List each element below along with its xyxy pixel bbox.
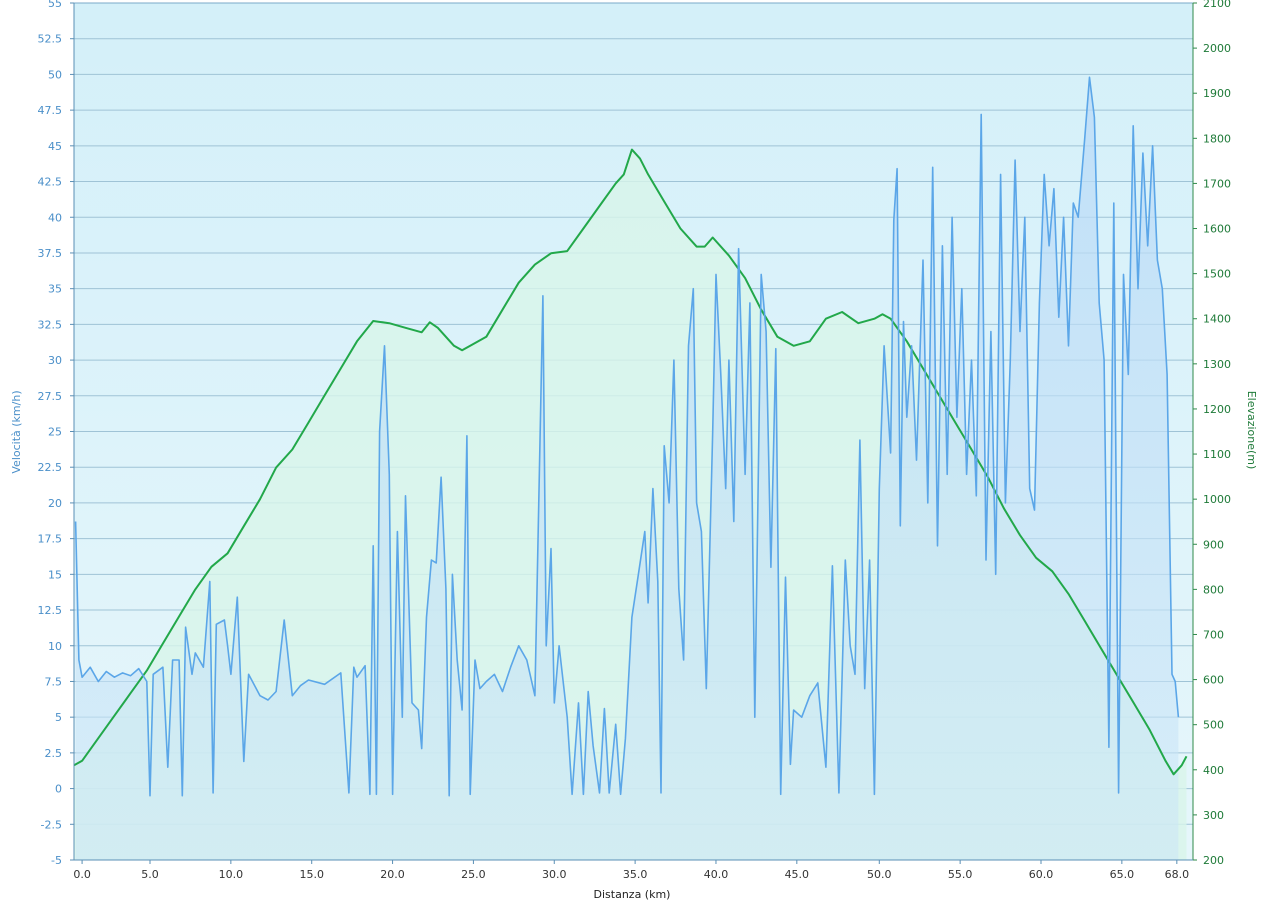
left-tick-label: 2.5	[45, 747, 63, 760]
left-tick-label: -5	[51, 854, 62, 867]
left-tick-label: 0	[55, 783, 62, 796]
series-fill-speed	[75, 77, 1179, 861]
right-axis-ticks: 200 300 400 500 600 700 800 900 1000 1100 1200 1300…	[1193, 0, 1231, 867]
x-tick-label: 45.0	[785, 868, 810, 881]
y-axis-right-title: Elevazione(m)	[1245, 391, 1258, 470]
right-tick-label: 1800	[1203, 132, 1231, 145]
right-tick-label: 2100	[1203, 0, 1231, 10]
right-tick-label: 1000	[1203, 493, 1231, 506]
x-tick-label: 0.0	[73, 868, 91, 881]
left-tick-label: -2.5	[41, 818, 62, 831]
left-tick-label: 42.5	[38, 176, 63, 189]
right-tick-label: 1700	[1203, 177, 1231, 190]
right-tick-label: 1400	[1203, 313, 1231, 326]
series-lines	[73, 76, 1188, 797]
right-tick-label: 1900	[1203, 87, 1231, 100]
left-tick-label: 55	[48, 0, 62, 10]
left-tick-label: 15	[48, 568, 62, 581]
right-tick-label: 1600	[1203, 223, 1231, 236]
right-tick-label: 1200	[1203, 403, 1231, 416]
x-tick-label: 50.0	[867, 868, 892, 881]
x-tick-label: 25.0	[461, 868, 486, 881]
left-tick-label: 47.5	[38, 104, 63, 117]
left-tick-label: 17.5	[38, 533, 63, 546]
right-tick-label: 1100	[1203, 448, 1231, 461]
x-tick-label: 65.0	[1110, 868, 1135, 881]
right-tick-label: 200	[1203, 854, 1224, 867]
x-tick-label: 35.0	[623, 868, 648, 881]
right-tick-label: 900	[1203, 538, 1224, 551]
x-tick-label: 5.0	[141, 868, 159, 881]
x-tick-label: 30.0	[542, 868, 567, 881]
left-axis-ticks: -5 -2.5 0 2.5 5 7.5 10 12.5 15 17.5 20 22.5 25 27.5 30…	[38, 0, 74, 867]
x-axis-ticks: 0.0 5.0 10.0 15.0 20.0 25.0 30.0 35.0 40.0 45.0 50…	[73, 860, 1189, 881]
left-tick-label: 32.5	[38, 318, 63, 331]
x-tick-label: 40.0	[704, 868, 729, 881]
x-tick-label: 55.0	[948, 868, 973, 881]
left-tick-label: 52.5	[38, 33, 63, 46]
x-axis-title: Distanza (km)	[594, 888, 671, 901]
left-tick-label: 50	[48, 68, 62, 81]
left-tick-label: 22.5	[38, 461, 63, 474]
x-tick-label: 10.0	[219, 868, 244, 881]
left-tick-label: 35	[48, 283, 62, 296]
left-tick-label: 27.5	[38, 390, 63, 403]
left-tick-label: 37.5	[38, 247, 63, 260]
left-tick-label: 40	[48, 211, 62, 224]
left-tick-label: 10	[48, 640, 62, 653]
right-tick-label: 600	[1203, 674, 1224, 687]
right-tick-label: 800	[1203, 583, 1224, 596]
left-tick-label: 30	[48, 354, 62, 367]
left-tick-label: 20	[48, 497, 62, 510]
left-tick-label: 12.5	[38, 604, 63, 617]
right-tick-label: 400	[1203, 764, 1224, 777]
x-tick-label: 68.0	[1165, 868, 1190, 881]
left-tick-label: 5	[55, 711, 62, 724]
right-tick-label: 500	[1203, 719, 1224, 732]
right-tick-label: 2000	[1203, 42, 1231, 55]
left-tick-label: 7.5	[45, 675, 63, 688]
right-tick-label: 1500	[1203, 268, 1231, 281]
series-line-speed	[74, 76, 1180, 797]
series-fills	[74, 77, 1187, 861]
x-tick-label: 60.0	[1029, 868, 1054, 881]
right-tick-label: 700	[1203, 628, 1224, 641]
x-tick-label: 15.0	[299, 868, 324, 881]
series-line-elevation	[73, 148, 1188, 776]
right-tick-label: 300	[1203, 809, 1224, 822]
right-tick-label: 1300	[1203, 358, 1231, 371]
y-axis-left-title: Velocità (km/h)	[10, 390, 23, 473]
left-tick-label: 25	[48, 426, 62, 439]
left-tick-label: 45	[48, 140, 62, 153]
x-tick-label: 20.0	[380, 868, 405, 881]
